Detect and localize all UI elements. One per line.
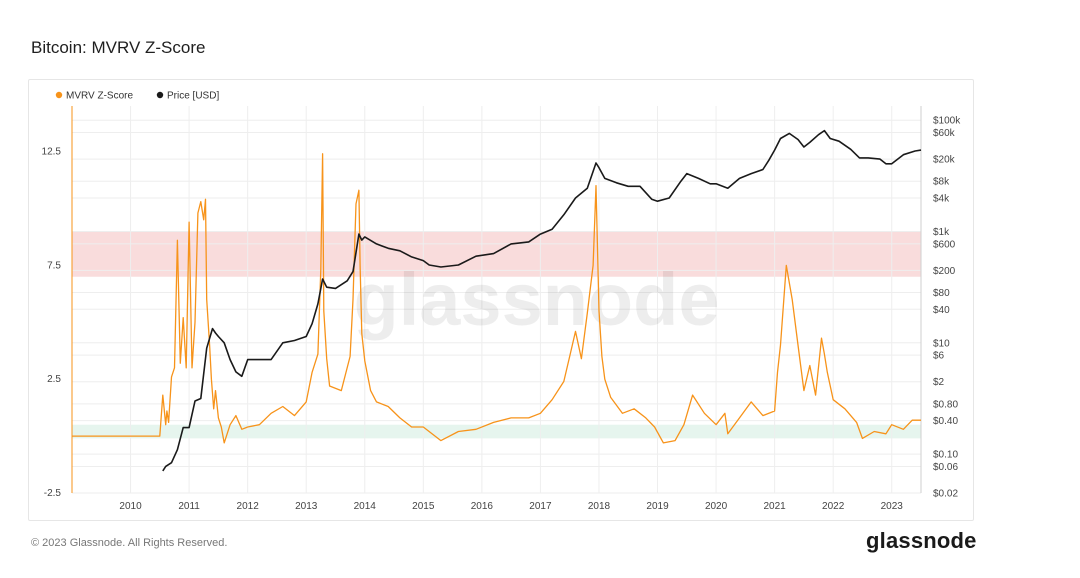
x-tick-label: 2016	[471, 501, 494, 512]
y-right-tick-label: $8k	[933, 177, 950, 188]
green-band	[72, 424, 921, 439]
y-left-tick-label: 12.5	[42, 147, 62, 158]
red-band	[72, 231, 921, 277]
y-right-tick-label: $0.80	[933, 399, 958, 410]
watermark-text: glassnode	[354, 258, 720, 341]
x-tick-label: 2017	[529, 501, 552, 512]
x-tick-label: 2011	[178, 501, 200, 512]
x-tick-label: 2014	[354, 501, 377, 512]
y-right-tick-label: $20k	[933, 155, 956, 166]
x-tick-label: 2018	[588, 501, 611, 512]
y-right-tick-label: $600	[933, 239, 956, 250]
series-line-price-usd	[162, 129, 922, 472]
x-tick-label: 2012	[237, 501, 260, 512]
y-left-tick-label: 2.5	[47, 374, 61, 385]
chart-panel	[28, 79, 974, 521]
y-right-tick-label: $2	[933, 377, 945, 388]
x-tick-label: 2021	[763, 501, 786, 512]
y-right-tick-label: $0.40	[933, 416, 958, 427]
legend-label: Price [USD]	[167, 91, 219, 102]
x-tick-label: 2023	[881, 501, 904, 512]
copyright-text: © 2023 Glassnode. All Rights Reserved.	[31, 537, 228, 549]
y-right-tick-label: $10	[933, 338, 950, 349]
y-right-tick-label: $40	[933, 305, 950, 316]
y-right-tick-label: $4k	[933, 194, 950, 205]
legend-label: MVRV Z-Score	[66, 91, 133, 102]
legend-marker	[55, 91, 63, 99]
x-tick-label: 2019	[646, 501, 669, 512]
y-right-tick-label: $60k	[933, 128, 956, 139]
x-tick-label: 2010	[119, 501, 142, 512]
y-right-tick-label: $1k	[933, 227, 950, 238]
x-tick-label: 2013	[295, 501, 318, 512]
x-tick-label: 2022	[822, 501, 845, 512]
y-right-tick-label: $100k	[933, 116, 961, 127]
y-right-tick-label: $80	[933, 288, 950, 299]
y-left-tick-label: 7.5	[47, 260, 61, 271]
y-right-tick-label: $6	[933, 351, 945, 362]
page-title: Bitcoin: MVRV Z-Score	[31, 38, 206, 57]
y-right-tick-label: $0.10	[933, 450, 958, 461]
x-tick-label: 2020	[705, 501, 728, 512]
brand-logo: glassnode	[866, 528, 977, 553]
x-tick-label: 2015	[412, 501, 435, 512]
legend-marker	[156, 91, 164, 99]
series-line-mvrv-z-score	[72, 153, 921, 444]
y-right-tick-label: $0.02	[933, 489, 958, 500]
y-left-tick-label: -2.5	[44, 488, 62, 499]
y-right-tick-label: $0.06	[933, 462, 958, 473]
y-right-tick-label: $200	[933, 266, 956, 277]
